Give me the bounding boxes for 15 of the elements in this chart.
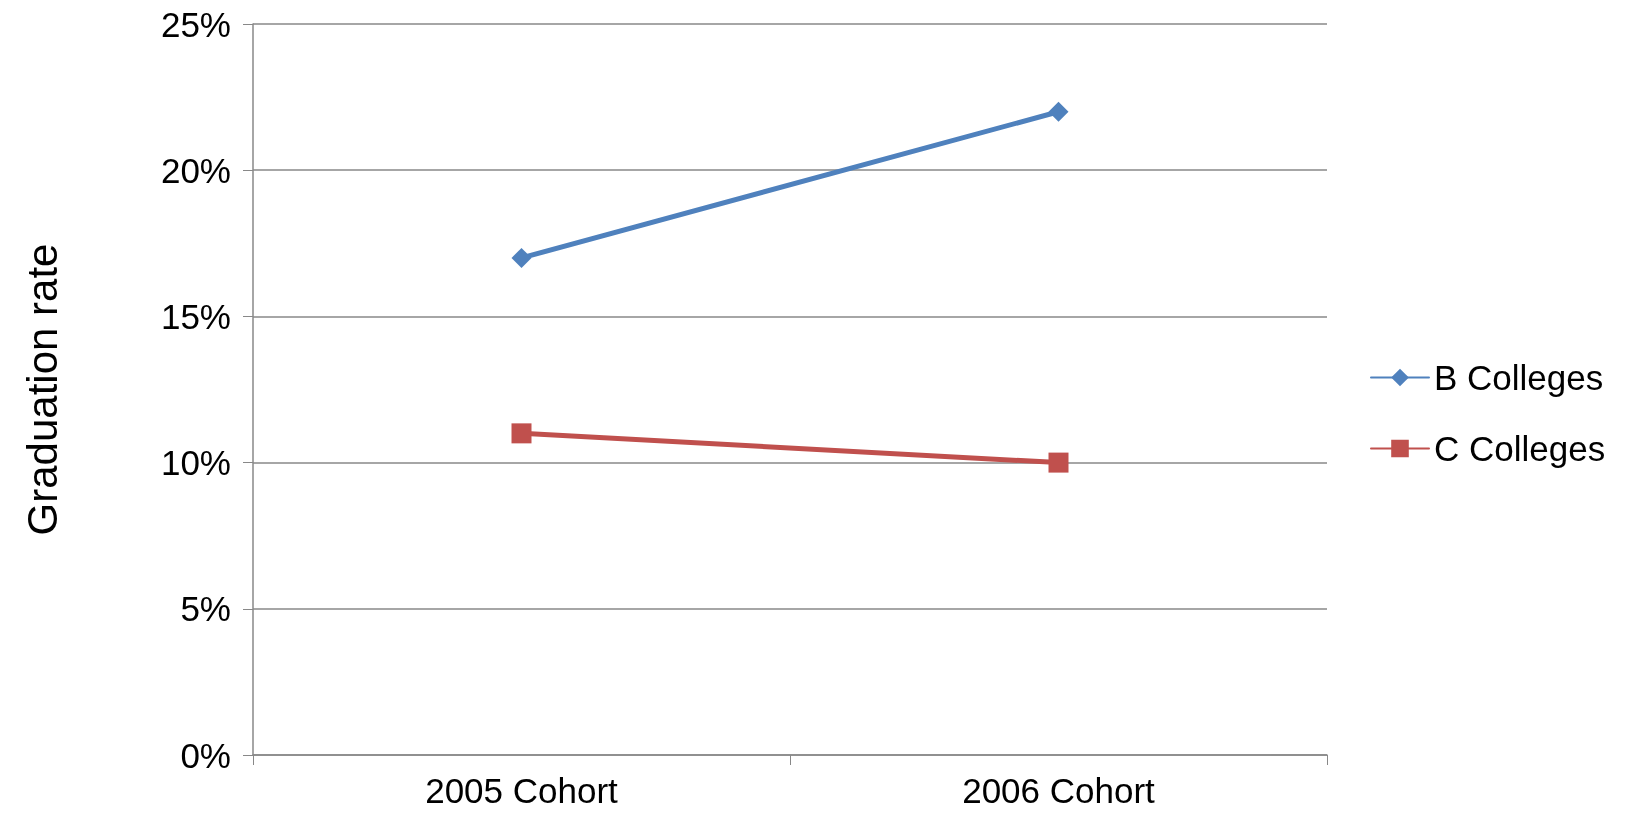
legend-label: C Colleges xyxy=(1434,429,1606,468)
y-tick-label: 5% xyxy=(180,589,231,629)
x-tick-label: 2005 Cohort xyxy=(425,771,619,810)
y-axis-title: Graduation rate xyxy=(18,243,66,536)
y-tick-label: 25% xyxy=(160,4,231,44)
legend-label: B Colleges xyxy=(1434,358,1604,397)
point xyxy=(511,247,532,268)
point xyxy=(1048,101,1069,122)
point xyxy=(511,423,532,444)
y-tick-label: 20% xyxy=(160,150,231,190)
x-tick-label: 2006 Cohort xyxy=(962,771,1156,810)
y-tick-label: 15% xyxy=(160,296,231,336)
y-tick-label: 0% xyxy=(180,735,231,775)
point xyxy=(1048,452,1069,473)
y-tick-label: 10% xyxy=(160,443,231,483)
